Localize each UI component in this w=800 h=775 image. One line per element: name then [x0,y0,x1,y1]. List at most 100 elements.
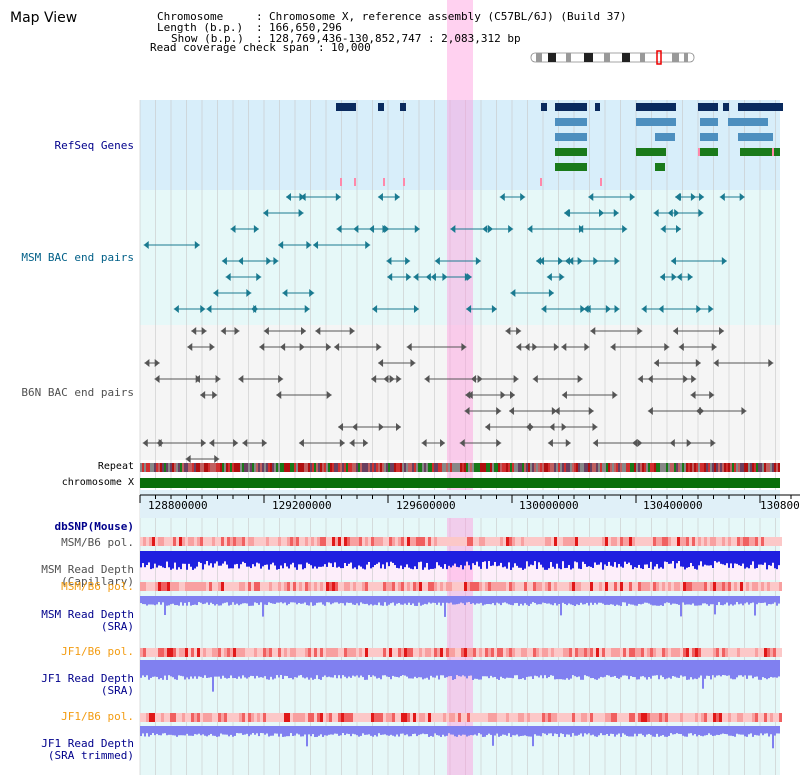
depth-bar-jf1-trimmed [338,726,340,736]
polymorphism-cell [239,648,242,657]
polymorphism-cell [602,537,605,546]
polymorphism-cell [329,537,332,546]
track-label-repeat[interactable]: Repeat [97,461,134,472]
b6n-bac-pair-end [516,327,522,335]
b6n-bac-pair-end [588,407,594,415]
repeat-element [398,463,400,472]
polymorphism-cell [719,648,722,657]
repeat-element [722,463,724,472]
track-label-jf1-depth-trimmed[interactable]: JF1 Read Depth (SRA trimmed) [15,726,134,774]
msm-bac-pair-end [696,305,702,313]
repeat-element [404,463,406,472]
ideogram-band [548,53,556,62]
depth-bar-jf1-trimmed [194,726,196,735]
depth-bar-jf1-trimmed [774,726,776,736]
repeat-element [184,463,186,472]
depth-bar-msm-sra [646,596,648,603]
depth-bar-jf1-trimmed [720,726,722,735]
polymorphism-cell [500,582,503,591]
depth-bar-jf1-sra [294,660,296,678]
depth-bar-jf1-sra [772,660,774,678]
depth-bar-jf1-trimmed [570,726,572,737]
polymorphism-cell [629,537,632,546]
depth-bar-capillary [672,551,674,562]
repeat-element [758,463,760,472]
track-label-dbsnp[interactable]: dbSNP(Mouse) [54,520,134,533]
depth-bar-capillary [684,551,686,570]
depth-bar-jf1-sra [760,660,762,680]
b6n-bac-pair-end [509,391,515,399]
depth-bar-msm-sra [220,596,222,606]
track-label-msm-depth-capillary[interactable]: MSM Read Depth (Capillary) [15,552,134,600]
polymorphism-cell [302,537,305,546]
b6n-bac-pair-end [647,407,653,415]
depth-bar-jf1-trimmed [244,726,246,735]
depth-bar-capillary [270,551,272,565]
depth-bar-jf1-trimmed [408,726,410,737]
polymorphism-cell [320,713,323,722]
track-label-chromosome[interactable]: chromosome X [61,477,134,488]
depth-bar-capillary [230,551,232,569]
depth-bar-capillary [160,551,162,566]
repeat-element [710,463,712,472]
track-label-refseq-genes[interactable]: RefSeq Genes [54,139,134,152]
track-label-msm-depth-sra[interactable]: MSM Read Depth (SRA) [15,597,134,645]
track-label-jf1-depth-sra[interactable]: JF1 Read Depth (SRA) [15,661,134,709]
depth-bar-jf1-trimmed [476,726,478,736]
repeat-element [484,463,486,472]
repeat-element [584,463,586,472]
depth-bar-capillary [584,551,586,564]
gene-direction-arrow [738,133,743,141]
depth-bar-capillary [214,551,216,564]
track-label-jf1-b6-pol-1[interactable]: JF1/B6 pol. [61,645,134,658]
depth-bar-capillary [578,551,580,569]
track-label-b6n-bac-end-pairs[interactable]: B6N BAC end pairs [21,386,134,399]
depth-bar-jf1-sra [180,660,182,676]
repeat-element [412,463,414,472]
polymorphism-cell [404,537,407,546]
polymorphism-cell [647,582,650,591]
polymorphism-cell [623,713,626,722]
track-label-jf1-b6-pol-2[interactable]: JF1/B6 pol. [61,710,134,723]
depth-bar-jf1-trimmed [626,726,628,736]
polymorphism-cell [515,537,518,546]
b6n-bac-pair-end [710,439,716,447]
depth-bar-jf1-sra [466,660,468,679]
depth-bar-msm-sra [512,596,514,606]
info-colon-1: : [256,10,263,23]
repeat-element [578,463,580,472]
polymorphism-cell [743,582,746,591]
depth-bar-jf1-sra [776,660,778,678]
polymorphism-cell [599,582,602,591]
polymorphism-cell [206,648,209,657]
depth-bar-jf1-trimmed [732,726,734,737]
track-label-msm-b6-pol-2[interactable]: MSM/B6 pol. [61,580,134,593]
b6n-bac-pair-end [653,359,659,367]
repeat-element [736,463,738,472]
track-label-msm-bac-end-pairs[interactable]: MSM BAC end pairs [21,251,134,264]
polymorphism-cell [398,537,401,546]
depth-bar-capillary [310,551,312,566]
depth-bar-jf1-sra [596,660,598,680]
depth-bar-jf1-trimmed [158,726,160,736]
depth-bar-capillary [460,551,462,566]
depth-bar-capillary [590,551,592,567]
polymorphism-cell [401,537,404,546]
polymorphism-cell [596,713,599,722]
depth-bar-jf1-sra [514,660,516,676]
depth-bar-capillary [592,551,594,568]
info-length-key: Length (b.p.) [157,21,244,34]
track-label-msm-b6-pol-1[interactable]: MSM/B6 pol. [61,536,134,549]
depth-bar-capillary [480,551,482,569]
polymorphism-cell [449,582,452,591]
polymorphism-cell [644,713,647,722]
depth-bar-capillary [534,551,536,562]
depth-bar-jf1-trimmed [456,726,458,737]
polymorphism-cell [374,582,377,591]
depth-bar-jf1-sra [764,660,766,679]
polymorphism-cell [641,582,644,591]
polymorphism-cell [731,648,734,657]
msm-bac-pair-end [230,225,236,233]
axis-tick-label: 129600000 [396,499,456,512]
